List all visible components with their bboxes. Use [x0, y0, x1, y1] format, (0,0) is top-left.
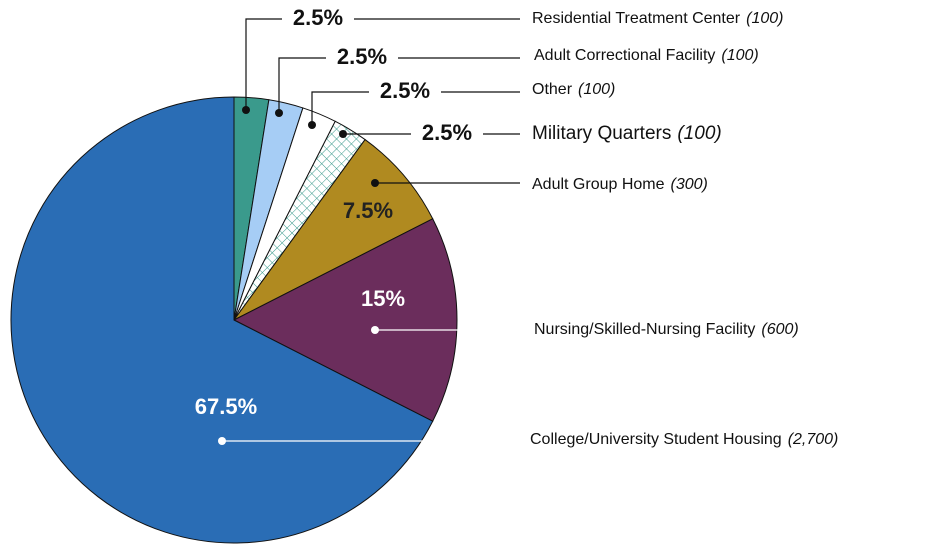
pie-slice: [232, 218, 458, 422]
category-name: College/University Student Housing: [530, 431, 782, 448]
category-label: Nursing/Skilled-Nursing Facility (600): [534, 321, 799, 338]
percent-label: 7.5%: [343, 198, 393, 223]
category-name: Military Quarters: [532, 123, 671, 144]
leader-dot: [308, 121, 316, 129]
pie-slice: [233, 138, 434, 321]
pie-slice: [10, 96, 434, 544]
category-label: Residential Treatment Center (100): [532, 10, 783, 27]
count-label: (100): [721, 47, 758, 64]
category-name: Residential Treatment Center: [532, 10, 741, 27]
count-label: (100): [578, 81, 615, 98]
leader-dot: [218, 437, 226, 445]
category-label: Military Quarters (100): [532, 123, 722, 144]
category-label: College/University Student Housing (2,700…: [530, 431, 838, 448]
percent-label: 2.5%: [422, 120, 472, 145]
leader-dot: [339, 130, 347, 138]
count-label: (100): [677, 123, 721, 144]
leader-line: [311, 91, 369, 125]
count-label: (100): [746, 10, 783, 27]
leader-dot: [371, 179, 379, 187]
leader-dot: [275, 109, 283, 117]
leader-dot: [242, 106, 250, 114]
percent-label: 2.5%: [293, 5, 343, 30]
category-name: Nursing/Skilled-Nursing Facility: [534, 321, 755, 338]
count-label: (600): [761, 321, 798, 338]
category-label: Adult Group Home (300): [532, 176, 708, 193]
count-label: (2,700): [788, 431, 839, 448]
leader-dot: [371, 326, 379, 334]
percent-label: 2.5%: [380, 78, 430, 103]
category-label: Other (100): [532, 81, 615, 98]
leader-line: [278, 57, 326, 113]
leader-line: [245, 18, 282, 110]
category-name: Adult Group Home: [532, 176, 665, 193]
percent-label: 15%: [361, 286, 405, 311]
category-name: Adult Correctional Facility: [534, 47, 715, 64]
count-label: (300): [671, 176, 708, 193]
category-label: Adult Correctional Facility (100): [534, 47, 759, 64]
percent-label: 67.5%: [195, 394, 257, 419]
category-name: Other: [532, 81, 573, 98]
percent-label: 2.5%: [337, 44, 387, 69]
